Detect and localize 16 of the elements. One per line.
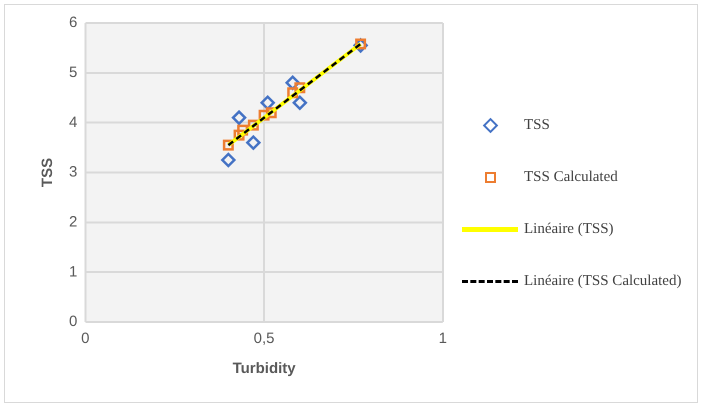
legend-label: Linéaire (TSS) (524, 220, 614, 238)
y-axis-title: TSS (39, 158, 56, 188)
x-axis-title: Turbidity (232, 360, 296, 378)
y-tick-label: 6 (69, 14, 78, 32)
y-tick-label: 1 (69, 263, 78, 280)
y-tick-label: 3 (69, 164, 78, 181)
x-tick-label: 0,5 (254, 330, 275, 348)
x-tick-label: 1 (438, 330, 447, 348)
legend-label: TSS Calculated (524, 168, 618, 186)
y-tick-label: 5 (69, 64, 78, 81)
legend-label: Linéaire (TSS Calculated) (524, 272, 682, 290)
x-tick-label: 0 (81, 330, 90, 348)
y-tick-label: 2 (69, 213, 78, 230)
legend-label: TSS (524, 116, 550, 134)
y-tick-label: 0 (69, 313, 78, 330)
y-tick-label: 4 (69, 114, 78, 131)
